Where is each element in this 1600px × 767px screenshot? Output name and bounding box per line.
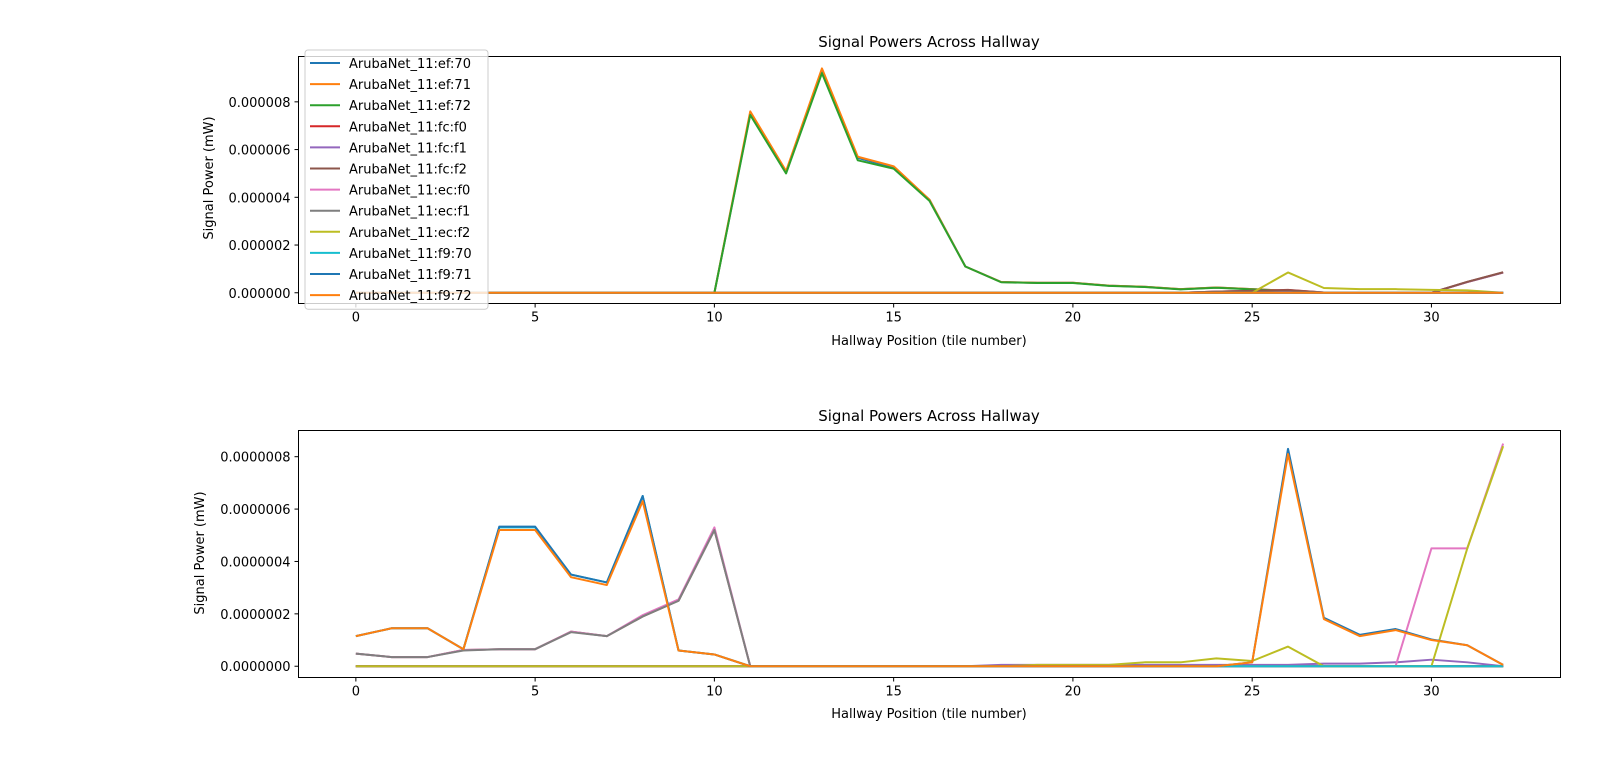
plot-frame [298,430,1561,678]
series-line [355,271,1504,294]
series-line [355,445,1505,668]
legend-label: ArubaNet_11:ef:72 [349,99,471,114]
plot-frame [298,56,1561,304]
y-tick-label: 0.000002 [228,239,290,254]
series-lines [355,443,1505,668]
series-line [355,67,1504,294]
y-tick-label: 0.000004 [228,191,290,206]
series-lines [355,67,1504,294]
x-tick-label: 20 [1065,311,1082,326]
x-tick-label: 10 [706,685,723,700]
series-line [355,447,1504,668]
x-axis-label: Hallway Position (tile number) [831,334,1026,349]
x-tick-label: 25 [1244,311,1261,326]
y-tick-label: 0.0000008 [220,451,290,466]
y-tick-label: 0.000006 [228,144,290,159]
series-line [355,271,1504,294]
chart-bottom: Signal Powers Across Hallway Hallway Pos… [193,407,1561,722]
legend-label: ArubaNet_11:ef:70 [349,57,471,72]
y-axis-label: Signal Power (mW) [202,116,217,239]
y-tick-label: 0.000000 [228,287,290,302]
x-tick-label: 5 [531,311,539,326]
legend-label: ArubaNet_11:ec:f0 [349,184,470,199]
chart-top: Signal Powers Across Hallway Hallway Pos… [202,33,1561,349]
series-line [355,453,1504,668]
legend-label: ArubaNet_11:f9:72 [349,289,472,304]
x-tick-label: 20 [1065,685,1082,700]
x-tick-label: 10 [706,311,723,326]
x-tick-label: 30 [1423,685,1440,700]
legend-label: ArubaNet_11:ef:71 [349,78,471,93]
y-tick-label: 0.0000006 [220,503,290,518]
series-line [355,494,1504,668]
x-tick-label: 30 [1423,311,1440,326]
x-tick-label: 0 [352,311,360,326]
x-axis-label: Hallway Position (tile number) [831,707,1026,722]
series-line [355,271,1504,294]
y-tick-label: 0.000008 [228,96,290,111]
y-axis-label: Signal Power (mW) [193,491,208,614]
series-line [355,271,1504,294]
axis-ticks: 0 5 10 15 20 25 30 0.000000 0.000002 0.000004 0.00… [228,96,1439,326]
legend-label: ArubaNet_11:ec:f1 [349,205,470,220]
y-tick-label: 0.0000002 [220,608,290,623]
x-tick-label: 25 [1244,685,1261,700]
axis-ticks: 0 5 10 15 20 25 30 0.0000000 0.0000002 0.0000004 0… [220,451,1440,700]
series-line [355,68,1504,294]
y-tick-label: 0.0000004 [220,555,290,570]
series-line [355,529,1504,668]
chart-title: Signal Powers Across Hallway [818,33,1040,51]
legend-label: ArubaNet_11:fc:f1 [349,141,467,156]
legend-label: ArubaNet_11:fc:f2 [349,163,467,178]
x-tick-label: 15 [885,311,902,326]
x-tick-label: 5 [531,685,539,700]
chart-title: Signal Powers Across Hallway [818,407,1040,425]
series-line [355,72,1504,294]
x-tick-label: 0 [352,685,360,700]
x-tick-label: 15 [885,685,902,700]
legend-label: ArubaNet_11:fc:f0 [349,120,467,135]
series-line [355,443,1505,668]
legend-label: ArubaNet_11:f9:70 [349,247,472,262]
legend-box [304,49,489,310]
series-line [355,529,1504,668]
legend-label: ArubaNet_11:f9:71 [349,268,472,283]
legend-label: ArubaNet_11:ec:f2 [349,226,470,241]
y-tick-label: 0.0000000 [220,660,290,675]
legend: ArubaNet_11:ef:70 ArubaNet_11:ef:71 ArubaN… [304,49,489,310]
